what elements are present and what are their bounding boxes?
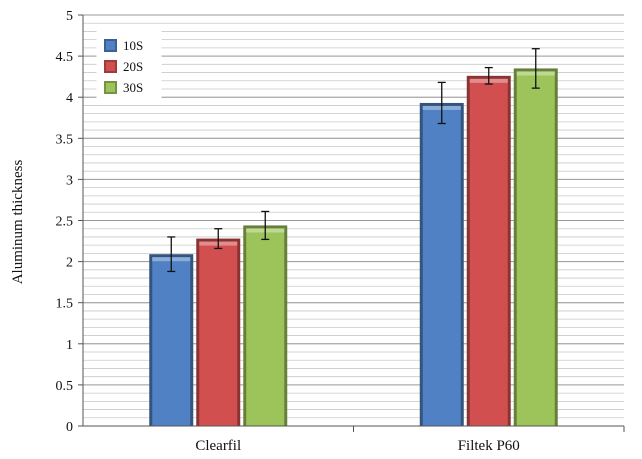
bar [199, 241, 238, 426]
bar [469, 78, 508, 426]
y-tick-label: 2 [66, 256, 73, 271]
legend-label: 10S [123, 38, 143, 53]
y-axis-title: Aluminum thickness [10, 160, 26, 285]
bar [422, 105, 461, 426]
y-tick-label: 2.5 [56, 215, 74, 230]
y-tick-label: 4.5 [56, 50, 74, 65]
y-tick-label: 4 [66, 91, 73, 106]
y-tick-label: 5 [66, 9, 73, 24]
y-tick-label: 0.5 [56, 379, 74, 394]
legend: 10S 20S 30S [96, 29, 162, 103]
x-category-label: Filtek P60 [458, 438, 520, 454]
legend-swatch-inner [106, 62, 115, 71]
legend-swatch-inner [106, 83, 115, 92]
y-tick-label: 1.5 [56, 297, 74, 312]
bar [152, 257, 191, 426]
bar [516, 71, 555, 427]
legend-swatch-inner [106, 41, 115, 50]
legend-label: 20S [123, 59, 143, 74]
y-tick-label: 3.5 [56, 132, 74, 147]
y-tick-label: 0 [66, 420, 73, 435]
y-tick-label: 1 [66, 338, 73, 353]
axes: 0 0.5 1 1.5 2 2.5 3 3.5 4 4.5 5 Clearfil Filtek P60 [56, 9, 625, 454]
bars [149, 48, 558, 427]
x-category-label: Clearfil [195, 438, 241, 454]
bar [246, 228, 285, 426]
y-tick-label: 3 [66, 173, 73, 188]
legend-label: 30S [123, 80, 143, 95]
